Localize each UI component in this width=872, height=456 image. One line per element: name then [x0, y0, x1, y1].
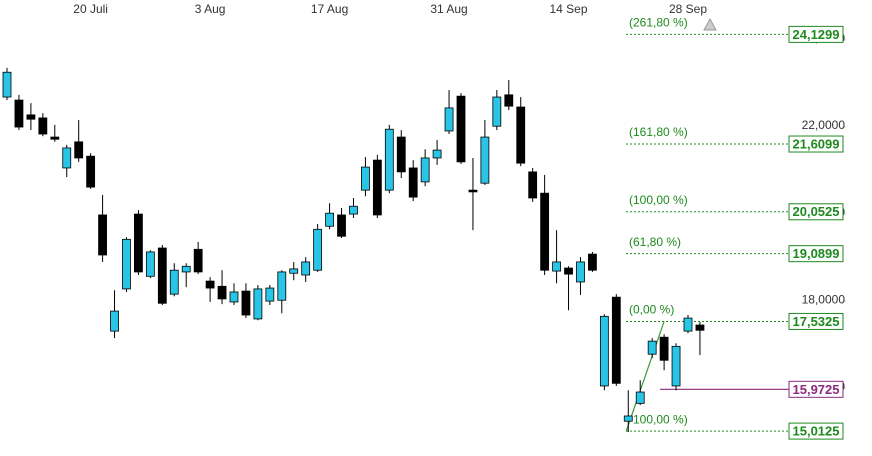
candle-body: [361, 166, 370, 191]
candle-body: [134, 213, 143, 273]
candle-body: [145, 251, 155, 277]
candle-body: [480, 136, 490, 184]
candle-body: [337, 214, 346, 237]
candle-body: [181, 265, 191, 273]
candle-body: [599, 315, 609, 387]
fib-trend-line: [625, 321, 665, 432]
x-tick-label: 17 Aug: [311, 2, 348, 16]
candle-body: [253, 288, 263, 320]
price-label: 17,5325: [793, 314, 840, 329]
candle-body: [647, 340, 657, 355]
y-tick-label: 22,0000: [802, 118, 846, 132]
candle-body: [384, 128, 394, 191]
candle-body: [468, 189, 478, 193]
candle-body: [408, 167, 418, 198]
candle-body: [313, 228, 323, 271]
candle-body: [229, 291, 239, 303]
x-tick-label: 20 Juli: [73, 2, 108, 16]
candle-body: [528, 171, 538, 199]
alert-icon: [703, 17, 717, 31]
x-tick-label: 14 Sep: [550, 2, 588, 16]
candle-body: [552, 261, 561, 272]
candle-body: [14, 99, 24, 128]
candle-body: [86, 155, 96, 188]
price-label: 15,9725: [793, 382, 840, 397]
candle-body: [504, 94, 514, 107]
candle-body: [62, 147, 72, 169]
fib-label: (100,00 %): [629, 193, 688, 207]
candle-body: [492, 96, 502, 127]
candle-body: [241, 290, 251, 316]
candle-body: [432, 149, 442, 159]
candle-body: [659, 336, 669, 361]
candle-body: [396, 136, 406, 173]
candle-body: [277, 271, 287, 301]
candle-body: [683, 317, 693, 332]
candle-body: [205, 280, 215, 289]
price-box: [788, 422, 844, 440]
candle-body: [611, 296, 621, 384]
price-label: 20,0525: [793, 204, 840, 219]
candle-body: [110, 310, 119, 332]
candle-body: [372, 159, 382, 216]
fib-label: (61,80 %): [629, 235, 681, 249]
y-tick-label: 18,0000: [802, 292, 846, 306]
candle-body: [38, 117, 48, 135]
price-label: 15,0125: [793, 424, 840, 439]
candle-body: [325, 212, 334, 227]
candle-body: [98, 214, 107, 256]
price-box: [788, 312, 844, 330]
price-box: [788, 25, 844, 43]
fib-label: (0,00 %): [629, 303, 674, 317]
fib-label: (261,80 %): [629, 16, 688, 30]
candle-body: [695, 324, 705, 331]
price-box: [788, 245, 844, 263]
candle-body: [444, 107, 454, 132]
candle-body: [265, 287, 275, 302]
candle-body: [289, 268, 299, 274]
candle-body: [588, 253, 597, 271]
candle-body: [50, 136, 60, 140]
candle-body: [169, 269, 179, 295]
x-tick-label: 28 Sep: [669, 2, 707, 16]
x-tick-label: 3 Aug: [195, 2, 226, 16]
candle-body: [122, 238, 131, 290]
candle-body: [623, 415, 633, 422]
price-box: [788, 380, 844, 398]
candle-body: [564, 267, 573, 275]
candle-body: [671, 345, 681, 387]
price-box: [788, 203, 844, 221]
candle-body: [217, 285, 227, 300]
price-label: 24,1299: [793, 27, 840, 42]
candle-body: [456, 95, 466, 163]
candle-body: [193, 248, 203, 273]
candle-body: [157, 247, 167, 304]
x-tick-label: 31 Aug: [430, 2, 467, 16]
candle-body: [74, 141, 84, 159]
candle-body: [635, 391, 645, 404]
candle-body: [301, 261, 311, 276]
fib-label: -100,00 %): [629, 412, 688, 426]
candle-body: [516, 106, 526, 164]
price-box: [788, 135, 844, 153]
candle-body: [2, 71, 12, 98]
candle-body: [420, 157, 430, 183]
candle-body: [26, 114, 36, 120]
candle-body: [540, 192, 550, 271]
price-label: 19,0899: [793, 246, 840, 261]
candle-body: [349, 205, 358, 215]
candle-body: [576, 261, 585, 283]
fib-label: (161,80 %): [629, 125, 688, 139]
price-label: 21,6099: [793, 136, 840, 151]
